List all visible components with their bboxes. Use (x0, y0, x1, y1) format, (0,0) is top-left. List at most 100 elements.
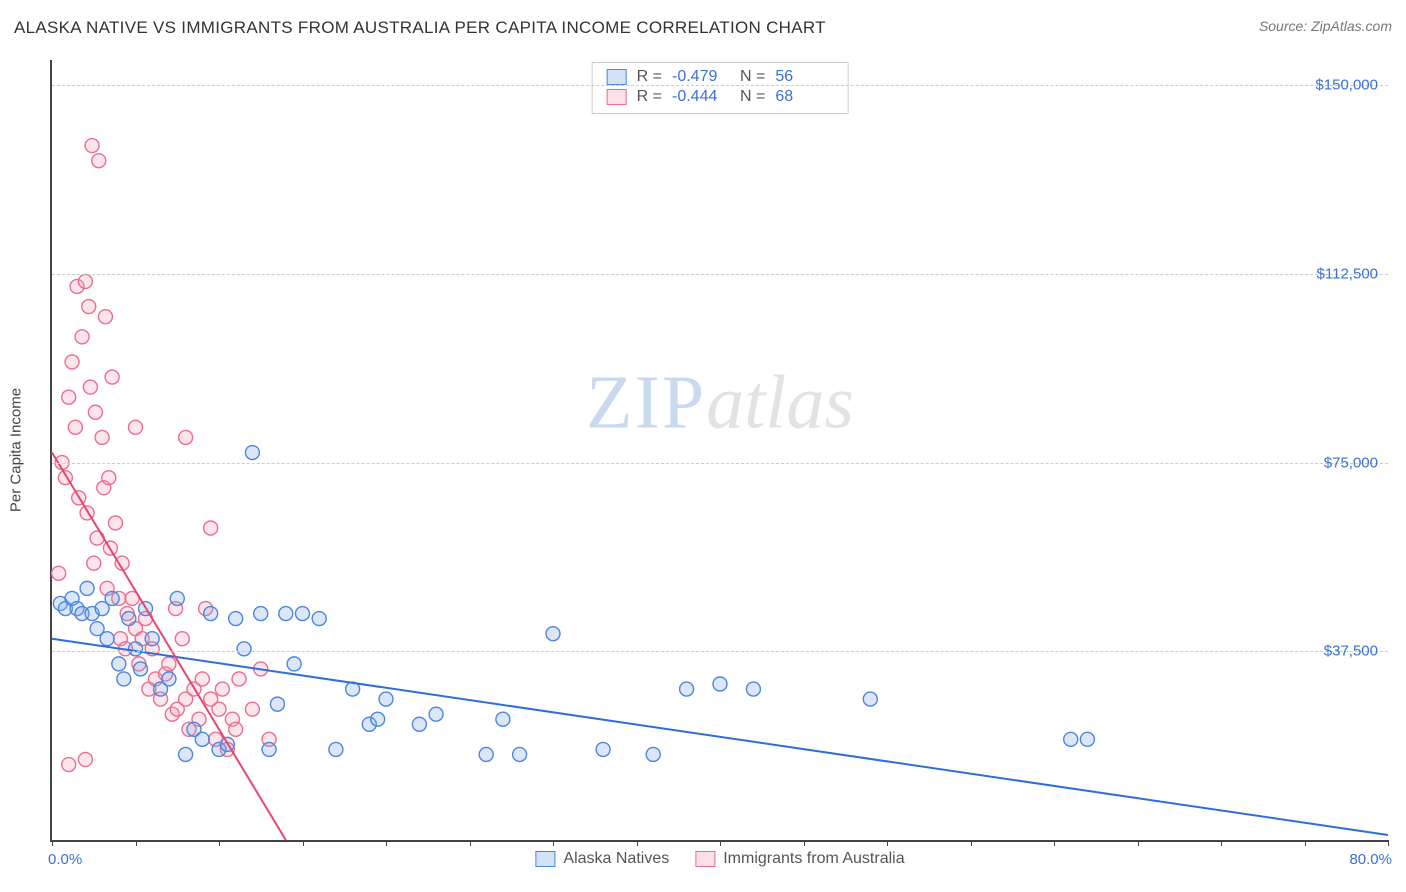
scatter-point-australia (215, 682, 229, 696)
scatter-point-australia (52, 566, 66, 580)
regression-line-alaska (52, 639, 1388, 835)
x-tick (1221, 840, 1222, 846)
scatter-point-alaska (105, 591, 119, 605)
scatter-point-australia (102, 471, 116, 485)
scatter-point-alaska (262, 742, 276, 756)
legend-stats-row-alaska: R = -0.479 N = 56 (607, 67, 834, 87)
scatter-point-alaska (80, 581, 94, 595)
plot-area: ZIPatlas R =-0.479N =56R =-0.444N =68 $3… (52, 60, 1388, 840)
scatter-point-alaska (179, 747, 193, 761)
source-link[interactable]: ZipAtlas.com (1311, 18, 1392, 34)
scatter-point-alaska (254, 607, 268, 621)
y-tick-label: $75,000 (1324, 454, 1378, 471)
scatter-point-australia (65, 355, 79, 369)
x-axis-min-label: 0.0% (48, 851, 82, 868)
scatter-point-australia (78, 752, 92, 766)
scatter-point-alaska (746, 682, 760, 696)
source-prefix: Source: (1259, 18, 1311, 34)
gridline-h (52, 463, 1388, 464)
n-value-alaska: 56 (775, 68, 833, 86)
x-tick (386, 840, 387, 846)
legend-stats: R =-0.479N =56R =-0.444N =68 (592, 62, 849, 114)
scatter-point-alaska (134, 662, 148, 676)
scatter-point-alaska (479, 747, 493, 761)
scatter-point-australia (87, 556, 101, 570)
scatter-point-australia (195, 672, 209, 686)
scatter-point-alaska (122, 612, 136, 626)
scatter-point-alaska (170, 591, 184, 605)
scatter-point-australia (204, 521, 218, 535)
gridline-h (52, 651, 1388, 652)
x-tick (720, 840, 721, 846)
scatter-point-alaska (237, 642, 251, 656)
x-tick (136, 840, 137, 846)
scatter-point-alaska (371, 712, 385, 726)
gridline-h (52, 85, 1388, 86)
scatter-point-alaska (100, 632, 114, 646)
scatter-point-alaska (429, 707, 443, 721)
r-value-alaska: -0.479 (672, 68, 730, 86)
scatter-point-australia (212, 702, 226, 716)
scatter-point-alaska (229, 612, 243, 626)
scatter-point-australia (232, 672, 246, 686)
scatter-point-alaska (1080, 732, 1094, 746)
scatter-point-alaska (195, 732, 209, 746)
scatter-point-australia (162, 657, 176, 671)
legend-swatch-australia (695, 851, 715, 867)
legend-label-alaska: Alaska Natives (563, 850, 669, 868)
legend-swatch-alaska (607, 69, 627, 85)
chart-area: Per Capita Income 0.0% 80.0% ZIPatlas R … (50, 60, 1388, 842)
scatter-point-australia (68, 420, 82, 434)
source-attribution: Source: ZipAtlas.com (1259, 18, 1392, 38)
x-tick (1138, 840, 1139, 846)
scatter-point-alaska (713, 677, 727, 691)
scatter-point-alaska (1064, 732, 1078, 746)
scatter-point-alaska (145, 632, 159, 646)
legend-swatch-alaska (535, 851, 555, 867)
scatter-point-australia (105, 370, 119, 384)
x-tick (52, 840, 53, 846)
n-label: N = (740, 68, 765, 86)
scatter-point-alaska (296, 607, 310, 621)
n-value-australia: 68 (775, 88, 833, 106)
scatter-point-alaska (546, 627, 560, 641)
scatter-point-alaska (162, 672, 176, 686)
scatter-point-alaska (646, 747, 660, 761)
x-tick (303, 840, 304, 846)
scatter-point-australia (98, 310, 112, 324)
legend-stats-row-australia: R =-0.444N =68 (607, 87, 834, 107)
x-tick (1305, 840, 1306, 846)
scatter-point-australia (179, 430, 193, 444)
y-tick-label: $37,500 (1324, 643, 1378, 660)
y-axis-label: Per Capita Income (8, 388, 25, 512)
scatter-point-australia (229, 722, 243, 736)
legend-swatch-australia (607, 89, 627, 105)
x-tick (637, 840, 638, 846)
scatter-svg (52, 60, 1388, 840)
r-label: R = (637, 68, 662, 86)
scatter-point-australia (62, 758, 76, 772)
scatter-point-australia (75, 330, 89, 344)
x-tick (971, 840, 972, 846)
scatter-point-alaska (245, 446, 259, 460)
scatter-point-australia (95, 430, 109, 444)
n-label: N = (740, 88, 765, 106)
scatter-point-australia (62, 390, 76, 404)
scatter-point-alaska (513, 747, 527, 761)
page-title: ALASKA NATIVE VS IMMIGRANTS FROM AUSTRAL… (14, 18, 826, 38)
legend-item-alaska: Alaska Natives (535, 850, 669, 868)
scatter-point-alaska (412, 717, 426, 731)
gridline-h (52, 274, 1388, 275)
scatter-point-alaska (496, 712, 510, 726)
legend-item-australia: Immigrants from Australia (695, 850, 904, 868)
scatter-point-alaska (329, 742, 343, 756)
x-tick (804, 840, 805, 846)
scatter-point-alaska (112, 657, 126, 671)
scatter-point-australia (245, 702, 259, 716)
scatter-point-australia (82, 300, 96, 314)
scatter-point-alaska (117, 672, 131, 686)
legend-label-australia: Immigrants from Australia (723, 850, 904, 868)
scatter-point-alaska (312, 612, 326, 626)
scatter-point-australia (108, 516, 122, 530)
scatter-point-australia (175, 632, 189, 646)
